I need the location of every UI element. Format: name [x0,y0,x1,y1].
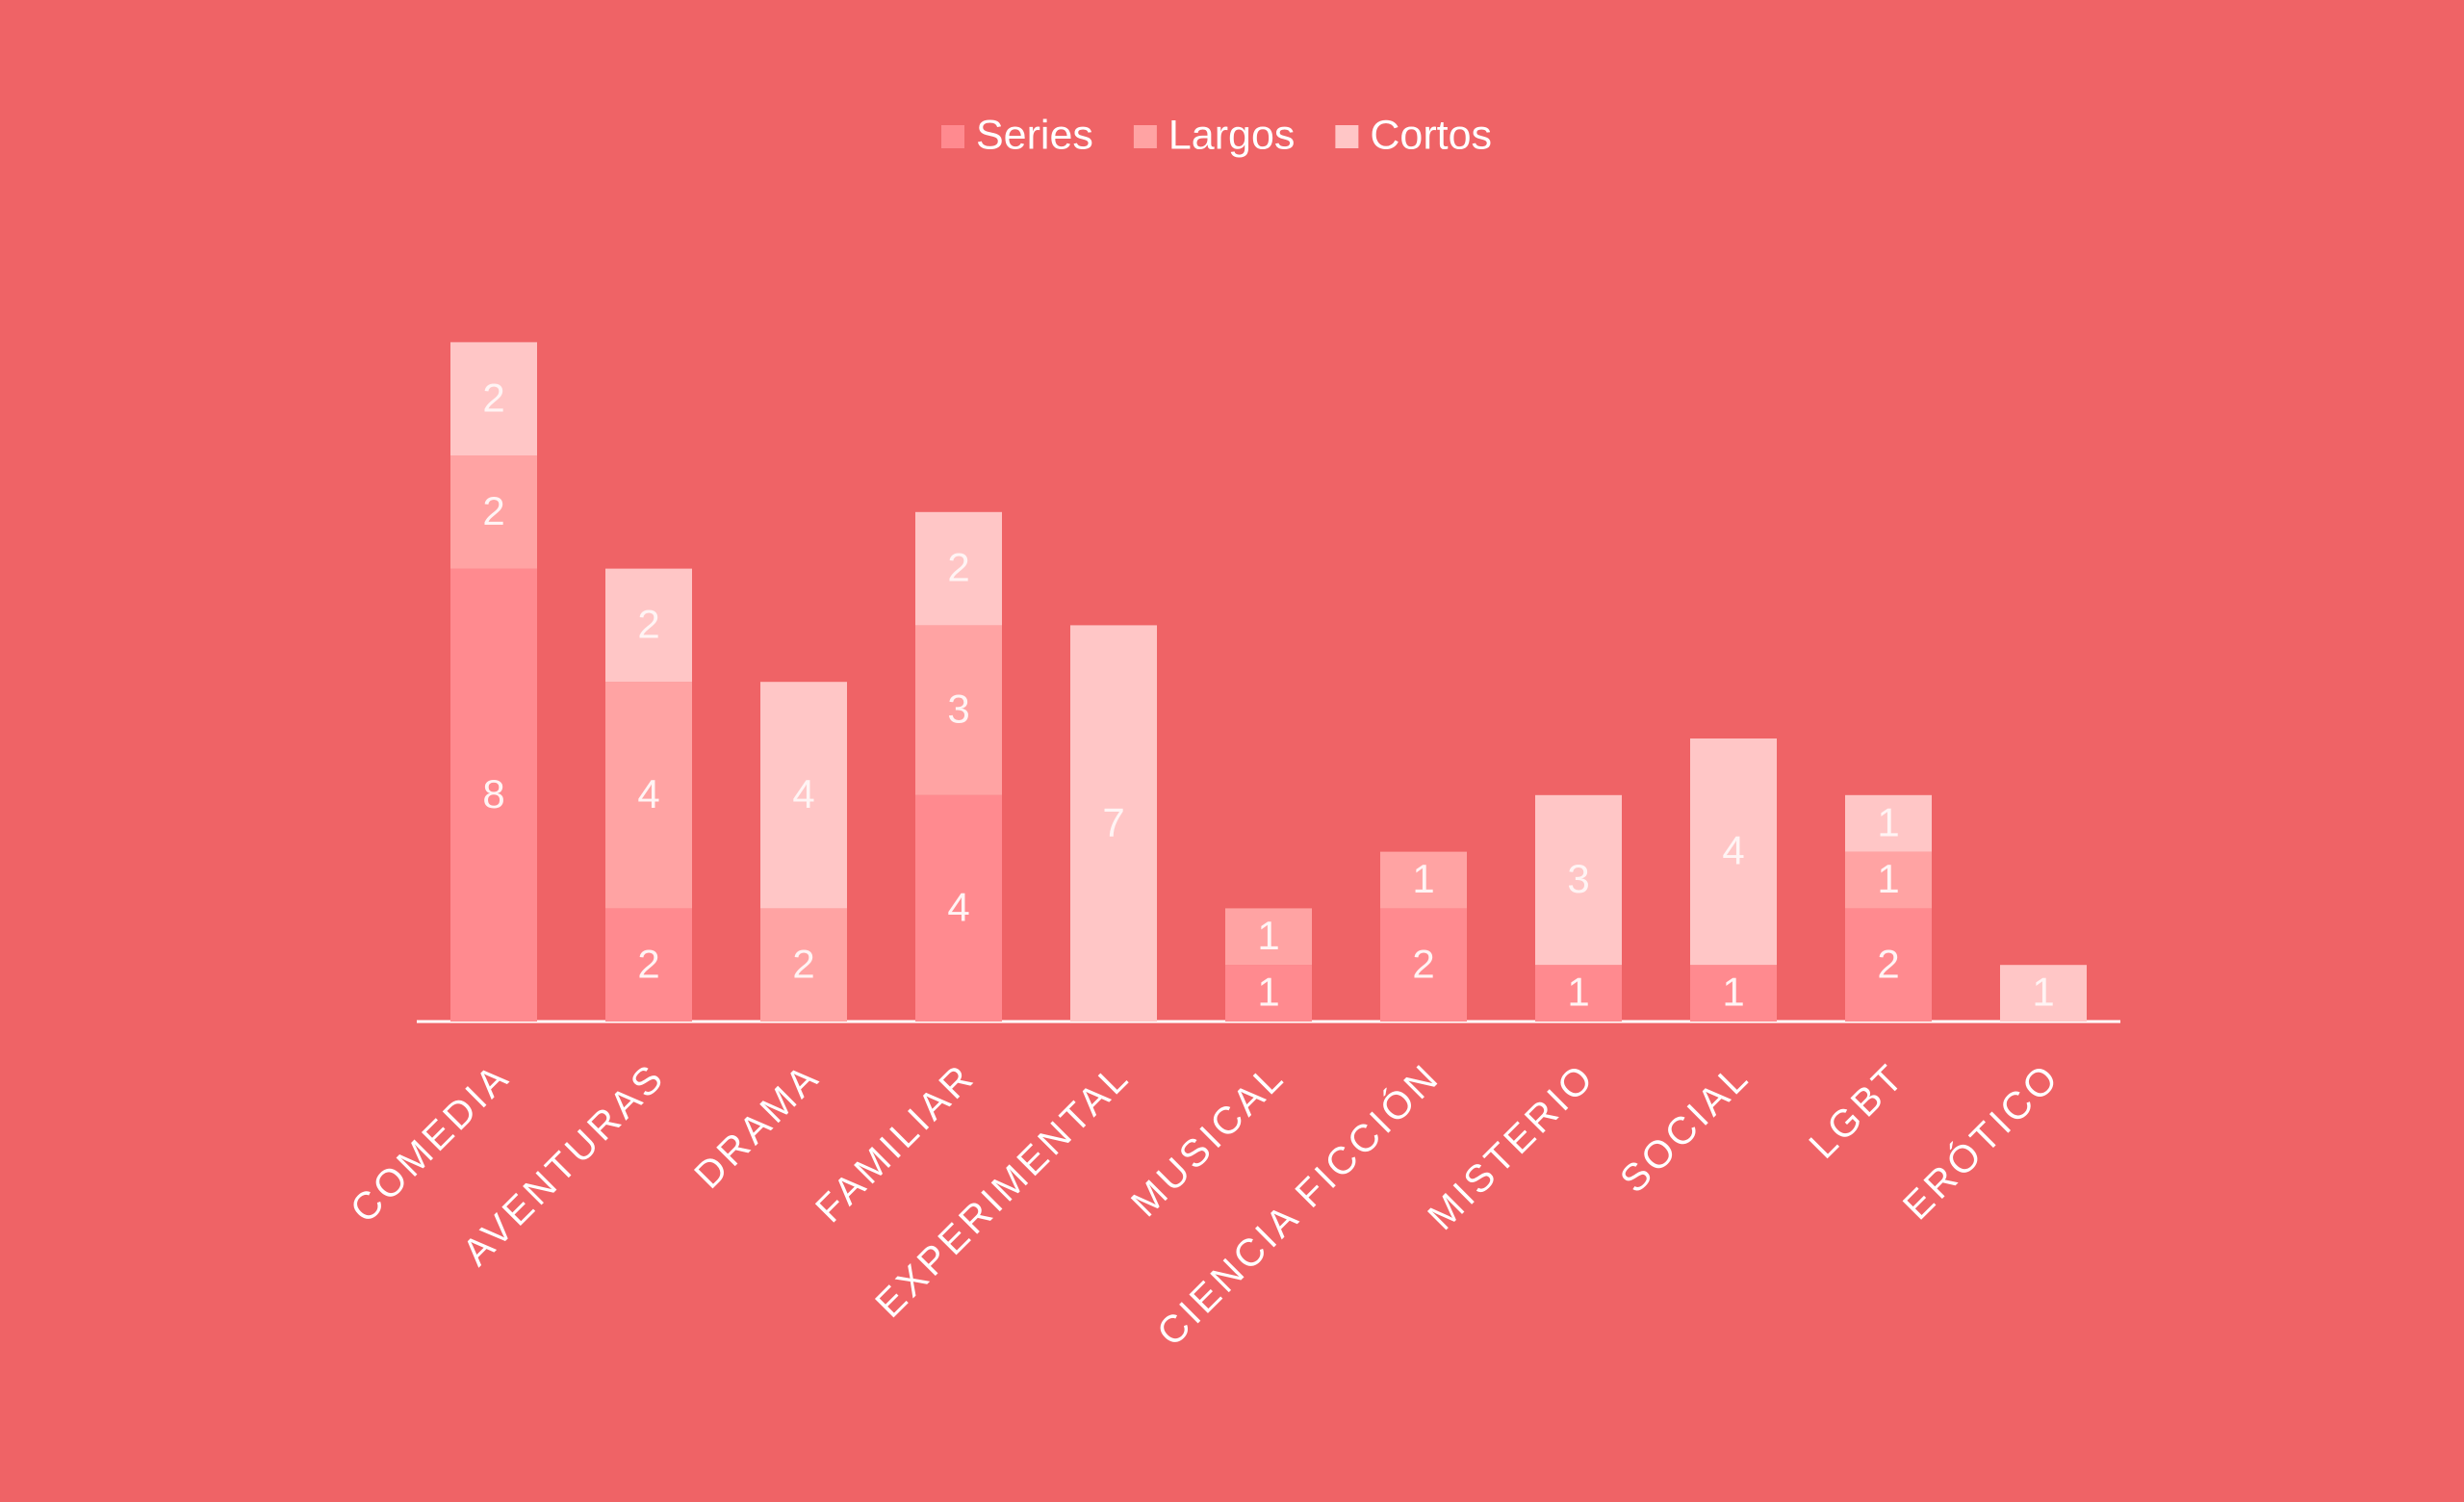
value-label: 1 [1257,970,1279,1015]
x-tick-label: FAMILIAR [808,1055,984,1231]
bar-segment [1845,908,1932,1022]
bar-segment [450,455,537,569]
value-label: 2 [792,941,814,986]
bar-segment [1225,965,1312,1022]
bar-segment [450,568,537,1022]
value-label: 4 [947,884,969,929]
value-label: 2 [482,488,504,533]
bar-segment [605,568,692,683]
x-tick-label: DRAMA [686,1055,828,1197]
x-tick-label: CIENCIA FICCIÓN [1148,1054,1449,1355]
bar-segment [915,625,1002,795]
value-label: 2 [1877,941,1899,986]
value-label: 2 [1412,941,1434,986]
x-tick-label: LGBT [1802,1055,1913,1167]
value-label: 4 [637,771,659,816]
bar-segment [760,908,847,1022]
legend-label: Largos [1168,112,1295,158]
bar-segment [1380,851,1467,909]
value-label: 1 [1877,799,1899,844]
value-label: 4 [792,771,814,816]
value-label: 2 [637,941,659,986]
x-tick-label: SOCIAL [1612,1055,1758,1202]
legend-swatch [1133,125,1157,148]
value-label: 2 [482,375,504,420]
x-tick-label: MISTERIO [1420,1055,1603,1238]
legend-label: Series [976,112,1093,158]
value-label: 2 [637,601,659,646]
bar-segment [605,682,692,909]
value-label: 4 [1722,828,1744,873]
value-label: 3 [947,686,969,732]
bar-segment [1070,625,1157,1022]
value-label: 2 [947,545,969,590]
bar-segment [1845,794,1932,852]
legend-label: Cortos [1370,112,1492,158]
bar-segment [915,794,1002,1022]
legend-swatch [941,125,964,148]
x-tick-label: COMEDIA [343,1055,519,1231]
bar-segment [1690,738,1777,966]
bar-segment [450,342,537,455]
bar-segment [1225,908,1312,966]
legend-swatch [1335,125,1359,148]
value-label: 1 [1722,970,1744,1015]
bar-segment [760,682,847,909]
value-label: 1 [1877,856,1899,901]
bar-segment [1535,965,1622,1022]
bar-segment [1380,908,1467,1022]
bar-segment [1690,965,1777,1022]
bar-segment [605,908,692,1022]
bar-segment [2000,965,2087,1022]
value-label: 8 [482,771,504,816]
x-tick-label: EXPERIMENTAL [867,1055,1138,1326]
value-label: 1 [1567,970,1589,1015]
value-label: 3 [1567,856,1589,901]
bar-segment [915,511,1002,626]
value-label: 1 [2032,970,2054,1015]
value-label: 1 [1257,913,1279,958]
x-tick-label: ERÓTICO [1894,1054,2067,1228]
x-tick-label: MUSICAL [1123,1055,1294,1226]
bar-segment [1845,851,1932,909]
value-label: 1 [1412,856,1434,901]
bar-segment [1535,794,1622,966]
value-label: 7 [1102,799,1124,844]
